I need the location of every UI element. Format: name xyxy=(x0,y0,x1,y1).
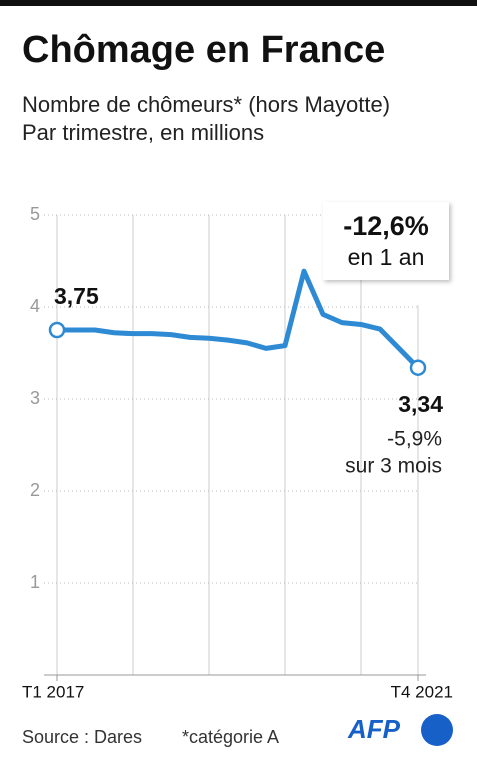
y-tick-label: 4 xyxy=(30,296,40,316)
plot: 1 2 3 4 5 T1 2017 T4 2021 3,75 3,34 xyxy=(22,204,453,702)
y-tick-label: 1 xyxy=(30,572,40,592)
annotation: sur 3 mois xyxy=(345,455,442,478)
y-tick-label: 5 xyxy=(30,204,40,224)
note: *catégorie A xyxy=(182,727,279,747)
value-label: 3,75 xyxy=(54,283,99,309)
subtitle: Nombre de chômeurs* (hors Mayotte) xyxy=(22,92,390,117)
annotation: en 1 an xyxy=(348,244,425,270)
y-tick-label: 2 xyxy=(30,480,40,500)
x-tick-label: T1 2017 xyxy=(22,682,84,701)
chart-title: Chômage en France xyxy=(22,29,385,71)
source: Source : Dares xyxy=(22,727,142,747)
subtitle: Par trimestre, en millions xyxy=(22,120,264,145)
top-bar xyxy=(0,0,477,6)
annotation: -5,9% xyxy=(387,428,442,451)
logo-dot xyxy=(421,714,453,746)
line xyxy=(57,268,420,370)
annotation: -12,6% xyxy=(343,211,429,241)
value-label: 3,34 xyxy=(398,391,443,417)
annotation-box xyxy=(323,202,449,280)
point xyxy=(48,321,66,339)
logo: AFP xyxy=(347,714,401,744)
point xyxy=(409,359,427,376)
x-tick-label: T4 2021 xyxy=(391,682,453,701)
y-tick-label: 3 xyxy=(30,388,40,408)
